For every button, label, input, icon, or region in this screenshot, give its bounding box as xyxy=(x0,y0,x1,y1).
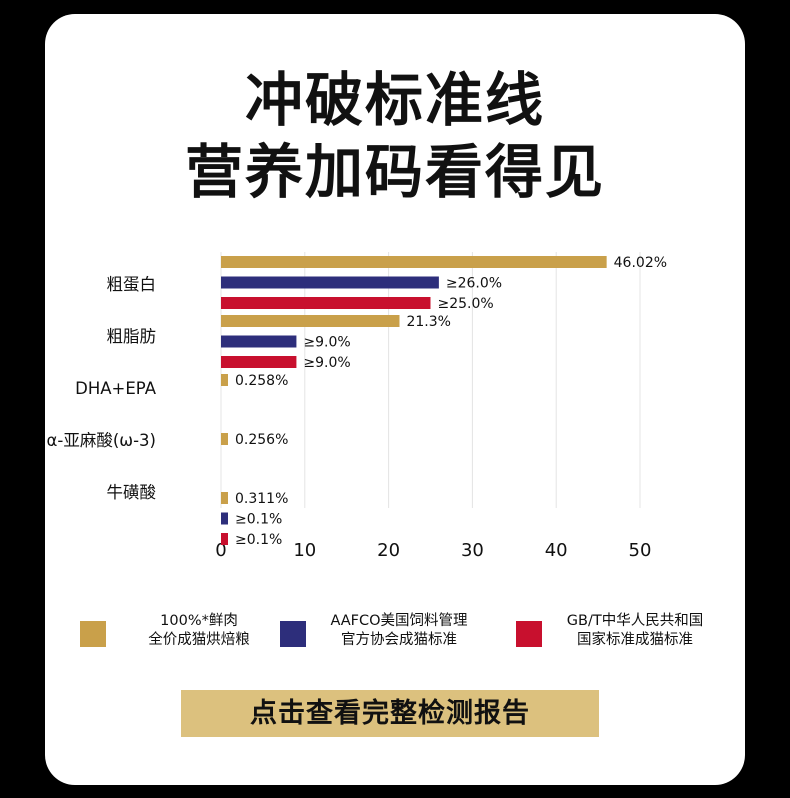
data-label: 21.3% xyxy=(406,314,450,330)
category-label: 牛磺酸 xyxy=(107,483,157,502)
x-tick-label: 30 xyxy=(461,540,484,561)
legend-swatch-product xyxy=(80,621,106,647)
bar xyxy=(221,433,228,445)
bar xyxy=(221,297,431,309)
data-label: 0.311% xyxy=(235,491,288,507)
category-label: α-亚麻酸(ω-3) xyxy=(47,431,156,450)
data-label: ≥9.0% xyxy=(303,335,350,351)
x-tick-label: 40 xyxy=(545,540,568,561)
view-full-report-button[interactable]: 点击查看完整检测报告 xyxy=(181,690,599,737)
data-label: 0.258% xyxy=(235,373,288,389)
bar xyxy=(221,315,400,327)
bar xyxy=(221,276,439,289)
data-label: ≥26.0% xyxy=(446,276,502,292)
legend-label-gbt: GB/T中华人民共和国 国家标准成猫标准 xyxy=(566,613,704,648)
category-label: DHA+EPA xyxy=(75,379,157,398)
x-tick-label: 20 xyxy=(377,540,400,561)
category-label: 粗脂肪 xyxy=(107,327,157,346)
bar xyxy=(221,533,228,545)
bar xyxy=(221,256,607,268)
content-card xyxy=(45,14,745,785)
data-label: 0.256% xyxy=(235,432,288,448)
legend-swatch-aafco xyxy=(280,621,306,647)
legend-swatch-gbt xyxy=(516,621,542,647)
headline-line-1: 冲破标准线 xyxy=(244,66,545,134)
bar xyxy=(221,512,228,525)
data-label: ≥0.1% xyxy=(235,512,282,528)
bar xyxy=(221,335,297,348)
x-tick-label: 10 xyxy=(293,540,316,561)
headline-line-2: 营养加码看得见 xyxy=(184,138,605,206)
x-tick-label: 50 xyxy=(629,540,652,561)
bar xyxy=(221,374,228,386)
data-label: ≥25.0% xyxy=(438,296,494,312)
data-label: ≥0.1% xyxy=(235,532,282,548)
legend-label-product: 100%*鲜肉 全价成猫烘焙粮 xyxy=(148,613,250,648)
data-label: ≥9.0% xyxy=(303,355,350,371)
legend-label-aafco: AAFCO美国饲料管理 官方协会成猫标准 xyxy=(330,613,468,648)
data-label: 46.02% xyxy=(614,255,667,271)
x-tick-label: 0 xyxy=(215,540,226,561)
bar xyxy=(221,356,297,368)
category-label: 粗蛋白 xyxy=(107,275,157,294)
bar xyxy=(221,492,228,504)
